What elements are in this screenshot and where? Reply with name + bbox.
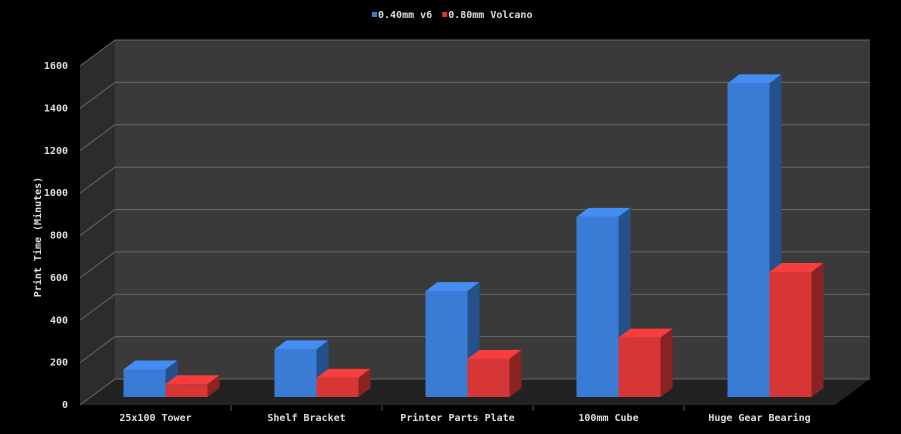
bar-top [467,349,522,359]
y-tick-label: 1200 [44,146,68,157]
grid-line [79,166,870,194]
bar-top [727,74,782,84]
bar-side [811,262,824,397]
bar-side [509,349,522,397]
y-tick-label: 1400 [44,103,68,114]
y-tick-label: 600 [50,273,68,284]
y-tick-label: 800 [50,231,68,242]
x-tick-label: Shelf Bracket [267,413,345,424]
x-tick-label: Huge Gear Bearing [708,412,810,424]
bar [165,384,208,397]
bar-top [274,340,329,350]
bar-top [165,375,220,385]
bar-top [123,360,178,370]
bar-top [618,328,673,338]
bar [576,216,619,397]
bar [274,349,317,397]
grid-line [79,124,870,152]
bar-top [769,262,824,272]
y-tick-label: 400 [50,315,68,326]
grid-line [79,39,870,67]
x-tick-label: Printer Parts Plate [400,412,514,424]
bar-top [316,368,371,378]
legend-swatch [372,12,377,17]
bar [769,271,812,397]
bar-side [207,375,220,397]
legend-swatch [442,12,448,17]
legend-label: 0.40mm v6 [378,10,432,21]
x-tick-label: 100mm Cube [578,413,638,424]
bar [467,358,510,397]
y-axis-label: Print Time (Minutes) [32,177,44,297]
grid-line [79,81,870,109]
bar [425,291,468,397]
bar-top [576,207,631,217]
bar [123,369,166,397]
y-tick-label: 0 [62,400,68,411]
bar-side [660,328,673,397]
x-tick-label: 25x100 Tower [119,413,191,424]
bar-top [425,282,480,292]
bar [727,83,770,398]
legend-label: 0.80mm Volcano [448,10,532,21]
y-tick-label: 1000 [44,188,68,199]
y-tick-label: 200 [50,358,68,369]
bar-side [358,368,371,397]
bar [618,337,661,397]
y-tick-label: 1600 [44,61,68,72]
bar [316,377,359,397]
